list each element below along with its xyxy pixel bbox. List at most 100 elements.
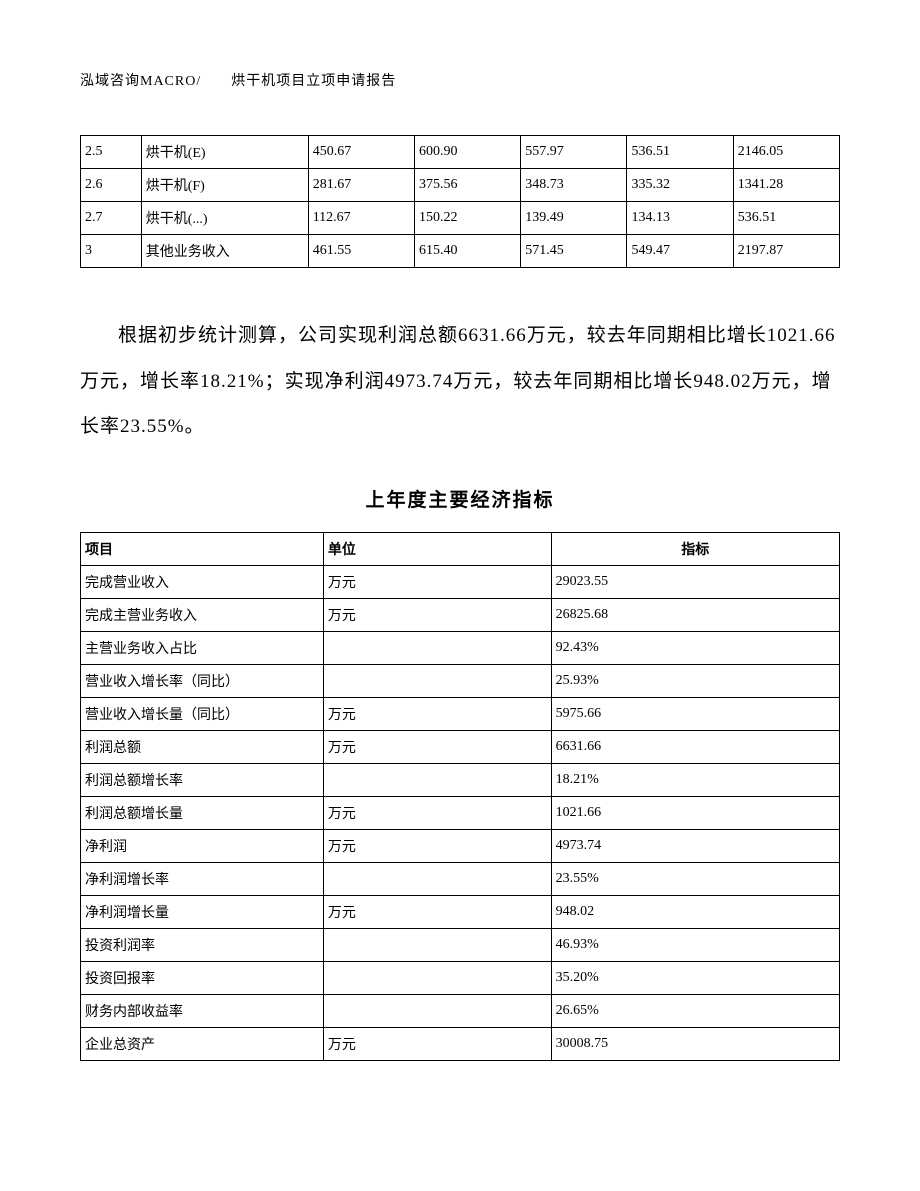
table-cell: 1021.66 — [551, 796, 839, 829]
table-cell: 4973.74 — [551, 829, 839, 862]
table-cell: 万元 — [323, 697, 551, 730]
table-cell: 571.45 — [521, 235, 627, 268]
table-cell: 557.97 — [521, 136, 627, 169]
table-cell: 万元 — [323, 895, 551, 928]
table-cell: 615.40 — [414, 235, 520, 268]
table-cell: 134.13 — [627, 202, 733, 235]
table2-header-row: 项目 单位 指标 — [81, 532, 840, 565]
table-cell — [323, 631, 551, 664]
data-table-1: 2.5烘干机(E)450.67600.90557.97536.512146.05… — [80, 135, 840, 268]
table-cell: 净利润 — [81, 829, 324, 862]
table-cell: 281.67 — [308, 169, 414, 202]
table-cell: 2.6 — [81, 169, 142, 202]
table-cell: 26825.68 — [551, 598, 839, 631]
table-cell — [323, 763, 551, 796]
table-cell: 2.7 — [81, 202, 142, 235]
table-row: 主营业务收入占比 92.43% — [81, 631, 840, 664]
table-cell: 营业收入增长量（同比） — [81, 697, 324, 730]
table-cell: 投资利润率 — [81, 928, 324, 961]
table-cell: 净利润增长率 — [81, 862, 324, 895]
summary-paragraph: 根据初步统计测算，公司实现利润总额6631.66万元，较去年同期相比增长1021… — [80, 313, 840, 450]
table-row: 2.5烘干机(E)450.67600.90557.97536.512146.05 — [81, 136, 840, 169]
table-cell — [323, 961, 551, 994]
table-cell: 万元 — [323, 829, 551, 862]
table-cell: 万元 — [323, 796, 551, 829]
table-cell: 营业收入增长率（同比） — [81, 664, 324, 697]
table-cell: 企业总资产 — [81, 1027, 324, 1060]
table-cell: 主营业务收入占比 — [81, 631, 324, 664]
table-cell: 30008.75 — [551, 1027, 839, 1060]
table-cell: 其他业务收入 — [141, 235, 308, 268]
table-cell: 万元 — [323, 598, 551, 631]
table-cell: 烘干机(...) — [141, 202, 308, 235]
table-cell: 150.22 — [414, 202, 520, 235]
table-cell: 92.43% — [551, 631, 839, 664]
table2-header-project: 项目 — [81, 532, 324, 565]
table2-header-unit: 单位 — [323, 532, 551, 565]
table-cell: 烘干机(F) — [141, 169, 308, 202]
table-cell: 利润总额增长量 — [81, 796, 324, 829]
table-cell: 461.55 — [308, 235, 414, 268]
economic-indicators-table: 项目 单位 指标 完成营业收入万元29023.55完成主营业务收入万元26825… — [80, 532, 840, 1061]
table-cell: 600.90 — [414, 136, 520, 169]
table-row: 净利润增长率 23.55% — [81, 862, 840, 895]
table-cell: 完成营业收入 — [81, 565, 324, 598]
table-cell: 46.93% — [551, 928, 839, 961]
table-cell: 29023.55 — [551, 565, 839, 598]
table-cell: 万元 — [323, 1027, 551, 1060]
table-cell: 112.67 — [308, 202, 414, 235]
table-cell: 335.32 — [627, 169, 733, 202]
table-cell: 549.47 — [627, 235, 733, 268]
table-cell: 375.56 — [414, 169, 520, 202]
table-cell: 利润总额 — [81, 730, 324, 763]
table-cell: 18.21% — [551, 763, 839, 796]
table-cell: 23.55% — [551, 862, 839, 895]
table-cell: 536.51 — [627, 136, 733, 169]
table-cell: 25.93% — [551, 664, 839, 697]
table-row: 营业收入增长量（同比）万元5975.66 — [81, 697, 840, 730]
table-row: 净利润增长量万元948.02 — [81, 895, 840, 928]
table-row: 投资回报率 35.20% — [81, 961, 840, 994]
table-row: 净利润万元4973.74 — [81, 829, 840, 862]
table-row: 投资利润率 46.93% — [81, 928, 840, 961]
table-cell: 26.65% — [551, 994, 839, 1027]
table2-header-indicator: 指标 — [551, 532, 839, 565]
table-cell: 348.73 — [521, 169, 627, 202]
table-cell: 投资回报率 — [81, 961, 324, 994]
table-row: 完成营业收入万元29023.55 — [81, 565, 840, 598]
table-cell — [323, 664, 551, 697]
table-cell: 万元 — [323, 730, 551, 763]
table-cell: 财务内部收益率 — [81, 994, 324, 1027]
table-cell — [323, 862, 551, 895]
table-cell: 2146.05 — [733, 136, 839, 169]
table-row: 利润总额万元6631.66 — [81, 730, 840, 763]
table-row: 利润总额增长量万元1021.66 — [81, 796, 840, 829]
table-row: 财务内部收益率 26.65% — [81, 994, 840, 1027]
table-cell: 1341.28 — [733, 169, 839, 202]
table-cell: 139.49 — [521, 202, 627, 235]
table-cell: 净利润增长量 — [81, 895, 324, 928]
table-cell: 5975.66 — [551, 697, 839, 730]
table-cell: 948.02 — [551, 895, 839, 928]
table-row: 2.7烘干机(...)112.67150.22139.49134.13536.5… — [81, 202, 840, 235]
table-cell: 450.67 — [308, 136, 414, 169]
table-row: 利润总额增长率 18.21% — [81, 763, 840, 796]
table-cell: 烘干机(E) — [141, 136, 308, 169]
table-row: 营业收入增长率（同比） 25.93% — [81, 664, 840, 697]
table2-title: 上年度主要经济指标 — [80, 485, 840, 512]
table-row: 3其他业务收入461.55615.40571.45549.472197.87 — [81, 235, 840, 268]
table-cell: 35.20% — [551, 961, 839, 994]
table-row: 完成主营业务收入万元26825.68 — [81, 598, 840, 631]
table-cell: 完成主营业务收入 — [81, 598, 324, 631]
table-cell — [323, 994, 551, 1027]
table-row: 企业总资产万元30008.75 — [81, 1027, 840, 1060]
page-header: 泓域咨询MACRO/ 烘干机项目立项申请报告 — [80, 70, 840, 90]
table-cell: 2197.87 — [733, 235, 839, 268]
table-row: 2.6烘干机(F)281.67375.56348.73335.321341.28 — [81, 169, 840, 202]
table-cell: 536.51 — [733, 202, 839, 235]
table-cell: 6631.66 — [551, 730, 839, 763]
table-cell: 利润总额增长率 — [81, 763, 324, 796]
table-cell: 万元 — [323, 565, 551, 598]
table-cell — [323, 928, 551, 961]
table-cell: 3 — [81, 235, 142, 268]
